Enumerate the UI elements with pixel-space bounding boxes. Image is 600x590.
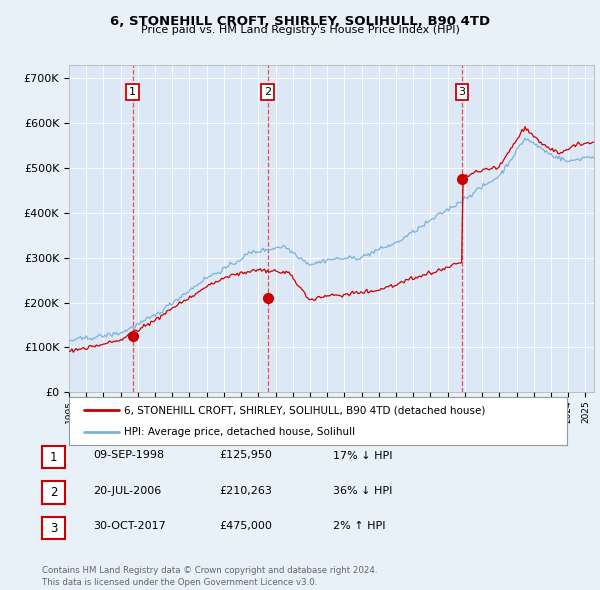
Text: 6, STONEHILL CROFT, SHIRLEY, SOLIHULL, B90 4TD: 6, STONEHILL CROFT, SHIRLEY, SOLIHULL, B… [110, 15, 490, 28]
Text: 17% ↓ HPI: 17% ↓ HPI [333, 451, 392, 460]
Text: £475,000: £475,000 [219, 522, 272, 531]
Text: 3: 3 [458, 87, 466, 97]
Text: Price paid vs. HM Land Registry's House Price Index (HPI): Price paid vs. HM Land Registry's House … [140, 25, 460, 35]
Text: £125,950: £125,950 [219, 451, 272, 460]
Text: 6, STONEHILL CROFT, SHIRLEY, SOLIHULL, B90 4TD (detached house): 6, STONEHILL CROFT, SHIRLEY, SOLIHULL, B… [124, 405, 485, 415]
Text: 2: 2 [264, 87, 271, 97]
Text: 2% ↑ HPI: 2% ↑ HPI [333, 522, 386, 531]
Text: 3: 3 [50, 522, 57, 535]
Text: HPI: Average price, detached house, Solihull: HPI: Average price, detached house, Soli… [124, 427, 355, 437]
Text: Contains HM Land Registry data © Crown copyright and database right 2024.
This d: Contains HM Land Registry data © Crown c… [42, 566, 377, 587]
Text: 2: 2 [50, 486, 57, 499]
Text: 1: 1 [129, 87, 136, 97]
Text: 1: 1 [50, 451, 57, 464]
Text: 09-SEP-1998: 09-SEP-1998 [93, 451, 164, 460]
Text: 20-JUL-2006: 20-JUL-2006 [93, 486, 161, 496]
Text: 30-OCT-2017: 30-OCT-2017 [93, 522, 166, 531]
Text: £210,263: £210,263 [219, 486, 272, 496]
Text: 36% ↓ HPI: 36% ↓ HPI [333, 486, 392, 496]
